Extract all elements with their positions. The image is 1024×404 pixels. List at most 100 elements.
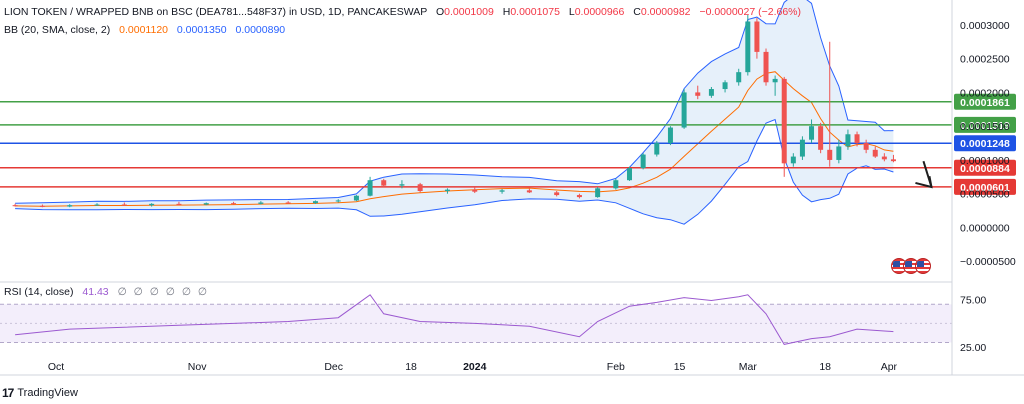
projection-arrow-head (915, 175, 933, 189)
time-tick-label: 15 (674, 361, 686, 373)
candle-body (12, 205, 18, 207)
rsi-pane (0, 294, 952, 345)
candle-body (595, 188, 601, 198)
candle-body (754, 21, 760, 52)
rsi-value: 41.43 (82, 286, 109, 298)
candle-body (526, 190, 532, 193)
candle-body (39, 205, 45, 207)
time-tick-label: Apr (881, 361, 898, 373)
candle-body (781, 78, 787, 164)
time-tick-label: 2024 (463, 361, 487, 373)
rsi-line (15, 294, 894, 345)
candle-body (827, 149, 833, 160)
rsi-tick-label: 25.00 (960, 342, 986, 354)
candle-body (640, 154, 646, 169)
level-label-box (954, 178, 1016, 195)
price-tick-label: 0.0001000 (960, 155, 1010, 167)
candle-body (845, 134, 851, 147)
candle-body (381, 180, 387, 186)
price-tick-label: 0.0000000 (960, 222, 1010, 234)
low-label: L (568, 6, 575, 18)
rsi-extra-values: ∅ ∅ ∅ ∅ ∅ ∅ (117, 286, 210, 298)
bb-basis-line (15, 71, 894, 207)
candle-body (654, 143, 660, 155)
time-tick-label: 18 (819, 361, 831, 373)
symbol-title: LION TOKEN / WRAPPED BNB on BSC (DEA781.… (4, 6, 428, 18)
candle-body (231, 203, 237, 205)
candle-body (67, 205, 73, 207)
bb-lower-line (15, 118, 894, 225)
time-tick-label: Mar (739, 361, 758, 373)
brand-name: TradingView (17, 387, 78, 399)
time-tick-label: Feb (607, 361, 625, 373)
level-label-box (954, 93, 1016, 110)
bb-upper-line (15, 0, 894, 204)
candle-body (790, 156, 796, 164)
candle-body (472, 189, 478, 192)
candle-body (554, 192, 560, 196)
time-tick-label: Oct (48, 361, 64, 373)
candle-body (613, 180, 619, 189)
bb-lower-value: 0.0000890 (235, 24, 286, 36)
candle-body (695, 92, 701, 96)
us-flag-icon[interactable] (915, 258, 931, 274)
bb-upper-value: 0.0001350 (176, 24, 227, 36)
tv-logo-icon: 17 (2, 386, 14, 400)
candle-body (818, 126, 824, 150)
candle-body (367, 180, 373, 196)
candle-body (417, 184, 423, 192)
price-tick-label: 0.0000500 (960, 189, 1010, 201)
candle-body (444, 189, 450, 192)
low-value: 0.0000966 (574, 6, 625, 18)
candle-body (745, 21, 751, 73)
candle-body (399, 184, 405, 186)
rsi-tick-label: 75.00 (960, 295, 986, 307)
candle-body (736, 72, 742, 83)
bb-legend: BB (20, SMA, close, 2) 0.0001120 0.00013… (4, 24, 285, 36)
high-label: H (502, 6, 511, 18)
candle-body (312, 201, 318, 204)
candle-body (836, 146, 842, 160)
candle-body (799, 139, 805, 157)
main-pane (0, 0, 952, 225)
time-tick-label: Dec (324, 361, 343, 373)
price-tick-label: −0.0000500 (960, 256, 1016, 268)
level-label-box (954, 116, 1016, 133)
candle-body (335, 200, 341, 202)
time-tick-label: 18 (405, 361, 417, 373)
candle-body (258, 202, 264, 204)
candle-body (681, 92, 687, 128)
level-label: 0.0001861 (960, 97, 1010, 109)
candle-body (149, 203, 155, 206)
axes: 0.00018610.00015190.00012480.00008840.00… (0, 0, 1024, 376)
level-label: 0.0001248 (960, 138, 1010, 150)
candle-body (203, 203, 209, 205)
rsi-legend: RSI (14, close) 41.43 ∅ ∅ ∅ ∅ ∅ ∅ (4, 286, 209, 298)
level-label-box (954, 159, 1016, 176)
price-tick-label: 0.0001500 (960, 121, 1010, 133)
close-label: C (633, 6, 641, 18)
level-label-box (954, 135, 1016, 152)
candle-body (722, 82, 728, 90)
bb-label: BB (20, SMA, close, 2) (4, 24, 111, 36)
time-tick-label: Nov (188, 361, 207, 373)
candle-body (576, 195, 582, 198)
high-value: 0.0001075 (510, 6, 560, 18)
candle-body (872, 149, 878, 157)
candle-body (890, 159, 896, 162)
candle-body (667, 127, 673, 144)
candle-body (854, 134, 860, 144)
candle-body (809, 126, 815, 140)
open-value: 0.0001009 (444, 6, 494, 18)
candle-body (626, 168, 632, 181)
symbol-legend: LION TOKEN / WRAPPED BNB on BSC (DEA781.… (4, 6, 801, 18)
price-tick-label: 0.0002500 (960, 54, 1010, 66)
price-tick-label: 0.0003000 (960, 20, 1010, 32)
tradingview-logo[interactable]: 17 TradingView (2, 386, 78, 400)
candle-body (353, 195, 359, 201)
candle-body (772, 78, 778, 83)
candle-body (708, 89, 714, 96)
candle-body (94, 204, 100, 206)
level-label: 0.0000601 (960, 182, 1010, 194)
